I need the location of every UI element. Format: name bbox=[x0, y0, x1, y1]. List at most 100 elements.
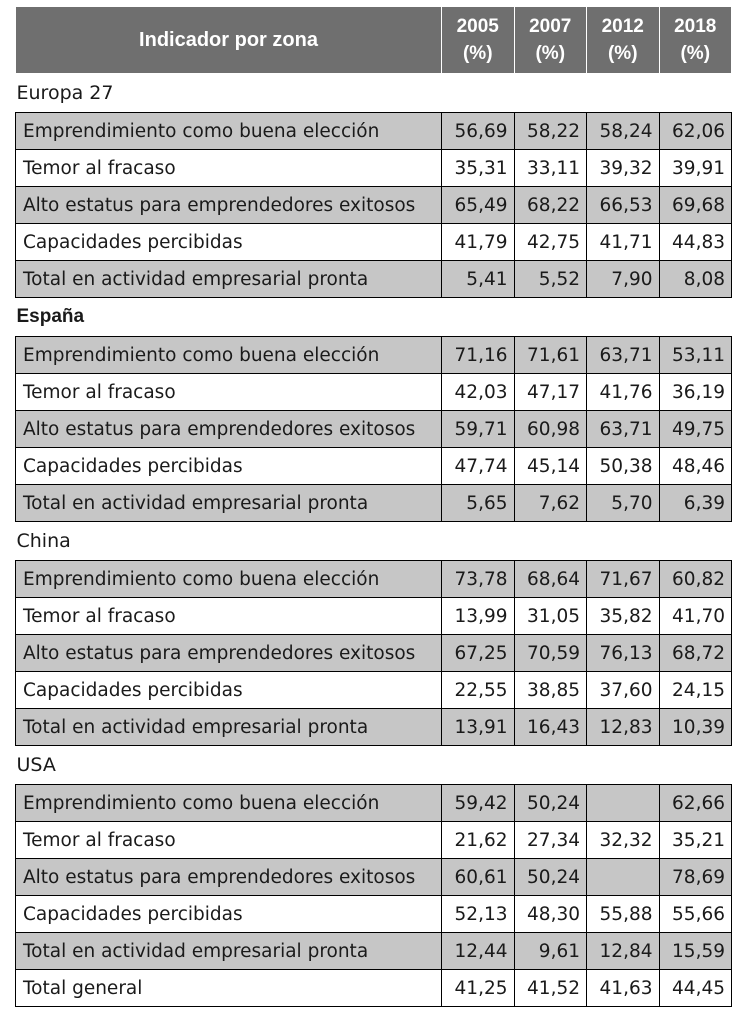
header-year-value: 2018 bbox=[674, 16, 717, 37]
table-row: Alto estatus para emprendedores exitosos… bbox=[15, 186, 732, 224]
value-cell: 53,11 bbox=[658, 336, 732, 374]
section-heading-row: China bbox=[15, 521, 732, 561]
value-cell: 60,98 bbox=[513, 410, 587, 448]
table-row: Emprendimiento como buena elección 59,42 5… bbox=[15, 784, 732, 822]
value-cell: 12,44 bbox=[441, 932, 515, 970]
value-cell: 58,22 bbox=[513, 112, 587, 150]
value-cell bbox=[586, 858, 660, 896]
value-cell: 42,03 bbox=[441, 373, 515, 411]
value-cell: 15,59 bbox=[658, 932, 732, 970]
value-cell: 16,43 bbox=[513, 708, 587, 746]
table-row: Total en actividad empresarial pronta 5,6… bbox=[15, 484, 732, 522]
value-cell: 9,61 bbox=[513, 932, 587, 970]
value-cell: 62,06 bbox=[658, 112, 732, 150]
indicator-label: Capacidades percibidas bbox=[15, 671, 442, 709]
value-cell: 59,71 bbox=[441, 410, 515, 448]
value-cell: 69,68 bbox=[658, 186, 732, 224]
indicator-label: Alto estatus para emprendedores exitosos bbox=[15, 858, 442, 896]
table-row: Capacidades percibidas 41,79 42,75 41,71 44,… bbox=[15, 223, 732, 261]
value-cell: 41,71 bbox=[586, 223, 660, 261]
value-cell: 76,13 bbox=[586, 634, 660, 672]
value-cell: 12,83 bbox=[586, 708, 660, 746]
value-cell: 39,91 bbox=[658, 149, 732, 187]
value-cell: 52,13 bbox=[441, 895, 515, 933]
table-row: Temor al fracaso 21,62 27,34 32,32 35,21 bbox=[15, 821, 732, 859]
value-cell: 41,76 bbox=[586, 373, 660, 411]
value-cell: 5,52 bbox=[513, 260, 587, 298]
total-label: Total general bbox=[15, 969, 442, 1007]
header-year: 2007 (%) bbox=[513, 6, 587, 74]
value-cell: 63,71 bbox=[586, 336, 660, 374]
value-cell: 13,99 bbox=[441, 597, 515, 635]
value-cell: 70,59 bbox=[513, 634, 587, 672]
section-heading: USA bbox=[15, 745, 732, 785]
value-cell: 39,32 bbox=[586, 149, 660, 187]
header-year-unit: (%) bbox=[535, 43, 566, 64]
value-cell: 60,61 bbox=[441, 858, 515, 896]
value-cell: 63,71 bbox=[586, 410, 660, 448]
value-cell: 35,31 bbox=[441, 149, 515, 187]
value-cell: 50,24 bbox=[513, 858, 587, 896]
table-row: Total en actividad empresarial pronta 5,4… bbox=[15, 260, 732, 298]
value-cell: 8,08 bbox=[658, 260, 732, 298]
table-row: Emprendimiento como buena elección 71,16 7… bbox=[15, 336, 732, 374]
value-cell: 41,79 bbox=[441, 223, 515, 261]
value-cell: 35,21 bbox=[658, 821, 732, 859]
value-cell: 10,39 bbox=[658, 708, 732, 746]
value-cell: 68,22 bbox=[513, 186, 587, 224]
value-cell: 31,05 bbox=[513, 597, 587, 635]
value-cell: 49,75 bbox=[658, 410, 732, 448]
header-year-value: 2012 bbox=[601, 16, 644, 37]
table-row: Alto estatus para emprendedores exitosos… bbox=[15, 634, 732, 672]
value-cell: 65,49 bbox=[441, 186, 515, 224]
table-row: Alto estatus para emprendedores exitosos… bbox=[15, 858, 732, 896]
indicator-label: Emprendimiento como buena elección bbox=[15, 336, 442, 374]
value-cell: 5,70 bbox=[586, 484, 660, 522]
value-cell: 22,55 bbox=[441, 671, 515, 709]
value-cell: 71,67 bbox=[586, 560, 660, 598]
table-row: Total en actividad empresarial pronta 12,… bbox=[15, 932, 732, 970]
total-value-cell: 41,52 bbox=[513, 969, 587, 1007]
value-cell: 58,24 bbox=[586, 112, 660, 150]
header-year: 2018 (%) bbox=[658, 6, 732, 74]
value-cell: 47,74 bbox=[441, 447, 515, 485]
indicator-label: Temor al fracaso bbox=[15, 149, 442, 187]
value-cell: 42,75 bbox=[513, 223, 587, 261]
value-cell: 38,85 bbox=[513, 671, 587, 709]
value-cell: 5,41 bbox=[441, 260, 515, 298]
indicator-label: Capacidades percibidas bbox=[15, 895, 442, 933]
value-cell: 62,66 bbox=[658, 784, 732, 822]
header-label: Indicador por zona bbox=[15, 6, 442, 74]
section-heading: España bbox=[15, 297, 732, 337]
value-cell: 59,42 bbox=[441, 784, 515, 822]
value-cell: 78,69 bbox=[658, 858, 732, 896]
indicator-label: Emprendimiento como buena elección bbox=[15, 560, 442, 598]
value-cell: 6,39 bbox=[658, 484, 732, 522]
indicator-label: Alto estatus para emprendedores exitosos bbox=[15, 634, 442, 672]
table-row: Alto estatus para emprendedores exitosos… bbox=[15, 410, 732, 448]
value-cell: 68,64 bbox=[513, 560, 587, 598]
table-row: Capacidades percibidas 52,13 48,30 55,88 55,… bbox=[15, 895, 732, 933]
indicator-label: Total en actividad empresarial pronta bbox=[15, 932, 442, 970]
value-cell: 12,84 bbox=[586, 932, 660, 970]
value-cell: 7,90 bbox=[586, 260, 660, 298]
header-year-value: 2005 bbox=[456, 16, 499, 37]
value-cell: 41,70 bbox=[658, 597, 732, 635]
value-cell: 68,72 bbox=[658, 634, 732, 672]
value-cell: 45,14 bbox=[513, 447, 587, 485]
value-cell bbox=[586, 784, 660, 822]
indicator-label: Temor al fracaso bbox=[15, 597, 442, 635]
table-row: Capacidades percibidas 47,74 45,14 50,38 48,… bbox=[15, 447, 732, 485]
value-cell: 67,25 bbox=[441, 634, 515, 672]
table-row: Capacidades percibidas 22,55 38,85 37,60 24,… bbox=[15, 671, 732, 709]
table-row: Total en actividad empresarial pronta 13,… bbox=[15, 708, 732, 746]
total-row: Total general 41,25 41,52 41,63 44,45 bbox=[15, 969, 732, 1007]
value-cell: 56,69 bbox=[441, 112, 515, 150]
indicator-label: Capacidades percibidas bbox=[15, 223, 442, 261]
value-cell: 33,11 bbox=[513, 149, 587, 187]
indicator-label: Temor al fracaso bbox=[15, 373, 442, 411]
value-cell: 55,66 bbox=[658, 895, 732, 933]
header-year-value: 2007 bbox=[529, 16, 572, 37]
value-cell: 48,46 bbox=[658, 447, 732, 485]
indicator-label: Capacidades percibidas bbox=[15, 447, 442, 485]
